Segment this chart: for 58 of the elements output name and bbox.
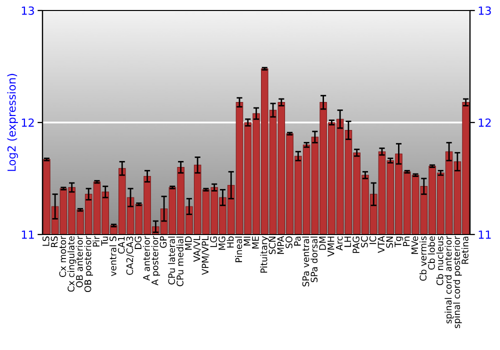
- x-tick-label: RS: [50, 236, 58, 248]
- x-tick-label: IC: [369, 236, 376, 244]
- x-tick-label: VTA: [378, 236, 384, 253]
- y2-tick-label: 12: [478, 118, 491, 127]
- x-tick-label: VMH: [328, 236, 334, 257]
- x-tick-label: Arc: [336, 236, 343, 250]
- x-tick-label: Pn: [403, 236, 410, 246]
- y-axis-title: Log2 (expression): [7, 74, 18, 171]
- x-tick-label: SCN: [268, 236, 276, 254]
- x-tick-label: MG: [218, 236, 226, 250]
- x-tick-label: CA2/CA3: [126, 236, 134, 275]
- x-tick-label: GP: [160, 236, 167, 248]
- x-tick-label: ME: [252, 236, 259, 248]
- x-tick-label: LS: [42, 236, 50, 246]
- x-tick-label: Cb lobe: [428, 236, 435, 270]
- x-tick-label: SN: [386, 236, 393, 248]
- x-tick-label: MD: [185, 236, 192, 250]
- x-tick-label: Hb: [226, 236, 234, 248]
- x-tick-label: LH: [344, 236, 351, 247]
- x-tick-label: VPM/VPL: [202, 236, 210, 275]
- x-tick-label: MPA: [277, 236, 284, 254]
- x-tick-label: OB posterior: [84, 236, 93, 292]
- x-tick-label: Pa: [294, 236, 301, 246]
- x-tick-label: A anterior: [142, 236, 150, 281]
- x-tick-label: Pituitary: [260, 236, 269, 273]
- x-tick-label: DG: [134, 236, 142, 249]
- x-tick-label: CPu medial: [176, 236, 184, 286]
- x-tick-label: Pir: [92, 236, 100, 246]
- x-tick-label: SO: [286, 236, 292, 248]
- x-tick-label: Cb vermis: [420, 236, 427, 281]
- x-tick-label: spinal cord anterior: [444, 236, 454, 324]
- x-tick-label: CPu lateral: [168, 236, 176, 284]
- x-tick-label: Pineal: [235, 236, 242, 262]
- y2-tick-label: 13: [478, 6, 491, 15]
- x-tick-label: MI: [244, 236, 250, 246]
- x-tick-label: SC: [361, 236, 368, 248]
- x-tick-label: Cx motor: [59, 236, 66, 277]
- x-tick-label: SPa dorsal: [310, 236, 318, 282]
- x-tick-label: spinal cord posterior: [453, 236, 462, 328]
- x-tick-label: OB anterior: [76, 236, 83, 288]
- x-tick-label: Tu: [101, 236, 108, 246]
- x-tick-label: Cx cingulate: [67, 236, 76, 292]
- x-tick-label: CA1: [118, 236, 125, 254]
- x-tick-label: PAG: [352, 236, 360, 253]
- x-tick-label: VA/VL: [193, 236, 201, 262]
- x-tick-label: Retina: [461, 236, 468, 264]
- y2-tick-label: 11: [478, 230, 491, 239]
- x-tick-label: Tg: [394, 236, 404, 248]
- y-tick-label: 12: [22, 118, 34, 127]
- x-tick-label: DM: [319, 236, 326, 250]
- y-tick-label: 11: [22, 230, 34, 239]
- x-tick-label: LG: [210, 236, 217, 248]
- x-tick-label: SPa ventral: [302, 236, 310, 286]
- y-tick-label: 13: [22, 6, 34, 15]
- x-tick-label: ventral S: [109, 236, 116, 276]
- x-tick-label: A posterior: [151, 236, 160, 286]
- x-tick-label: MVe: [411, 236, 418, 254]
- x-tick-label: Cb nucleus: [436, 236, 444, 286]
